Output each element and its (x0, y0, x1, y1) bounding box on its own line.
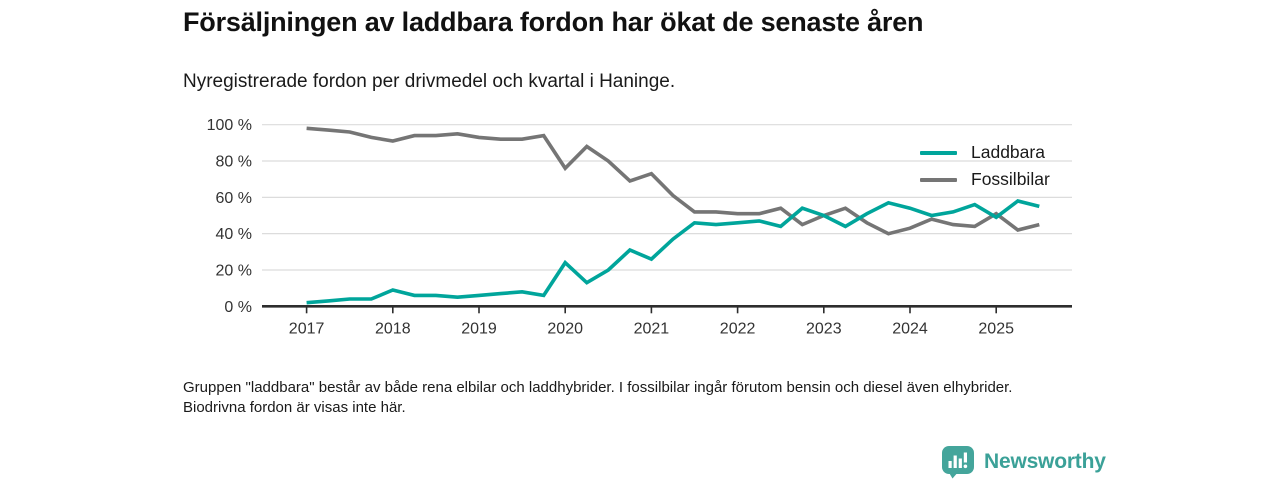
svg-text:2020: 2020 (547, 320, 583, 337)
svg-text:2021: 2021 (634, 320, 670, 337)
svg-text:2023: 2023 (806, 320, 842, 337)
legend-swatch-fossilbilar (920, 177, 957, 182)
svg-text:20 %: 20 % (216, 262, 252, 279)
legend-item-fossilbilar: Fossilbilar (920, 166, 1050, 193)
svg-text:2022: 2022 (720, 320, 756, 337)
svg-text:2017: 2017 (289, 320, 325, 337)
svg-text:40 %: 40 % (216, 226, 252, 243)
chart-title: Försäljningen av laddbara fordon har öka… (183, 7, 924, 37)
svg-text:80 %: 80 % (216, 154, 252, 171)
legend-label-fossilbilar: Fossilbilar (971, 169, 1050, 189)
svg-text:2018: 2018 (375, 320, 411, 337)
legend-item-laddbara: Laddbara (920, 139, 1050, 166)
newsworthy-logo: Newsworthy (941, 445, 1106, 479)
svg-text:2025: 2025 (978, 320, 1014, 337)
svg-text:60 %: 60 % (216, 190, 252, 207)
legend-swatch-laddbara (920, 150, 957, 155)
newsworthy-wordmark: Newsworthy (984, 450, 1106, 473)
svg-text:0 %: 0 % (224, 299, 252, 316)
svg-text:2019: 2019 (461, 320, 497, 337)
footnote: Gruppen "laddbara" består av både rena e… (183, 379, 1013, 417)
newsworthy-logo-icon (941, 445, 975, 479)
svg-text:2024: 2024 (892, 320, 928, 337)
chart-legend: Laddbara Fossilbilar (920, 139, 1050, 193)
legend-label-laddbara: Laddbara (971, 142, 1045, 162)
chart-subtitle: Nyregistrerade fordon per drivmedel och … (183, 71, 676, 92)
svg-text:100 %: 100 % (207, 117, 252, 134)
